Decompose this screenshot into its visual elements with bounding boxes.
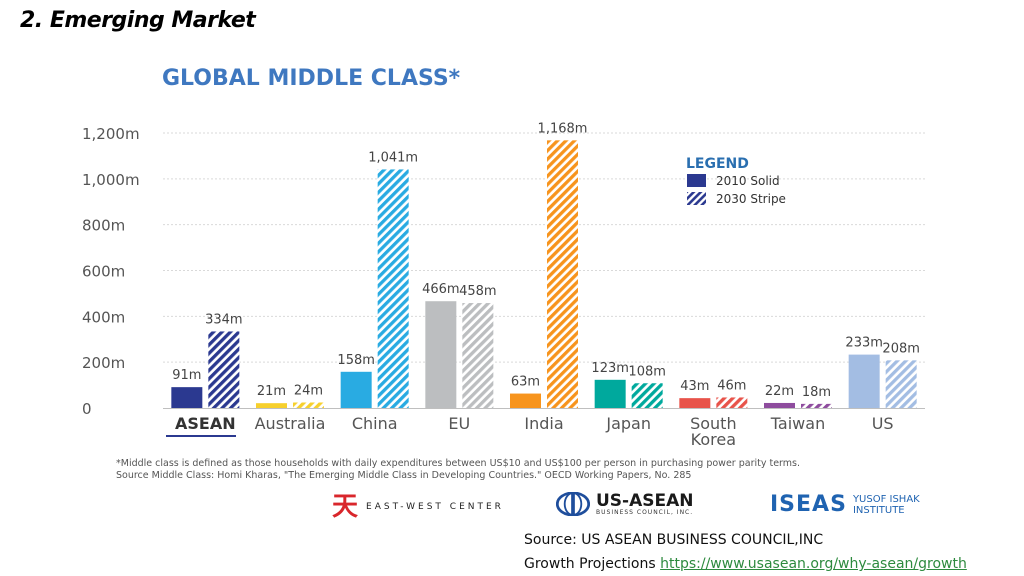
bar-value-labels: 91m 334m 21m 24m 158m 1,041m 466m 458m 63m 1,168m…	[172, 121, 920, 400]
us-asean-subtitle: BUSINESS COUNCIL, INC.	[596, 508, 694, 516]
bar-2010-australia	[256, 403, 287, 408]
bar-2030-taiwan	[801, 403, 832, 408]
us-asean-globe-icon	[556, 492, 590, 516]
growth-projections-link[interactable]: https://www.usasean.org/why-asean/growth	[660, 556, 967, 572]
bar-2010-japan	[594, 379, 626, 408]
x-category-label: China	[352, 414, 398, 433]
chart-title: GLOBAL MIDDLE CLASS*	[162, 66, 461, 91]
bar-2010-taiwan	[764, 402, 795, 408]
bar-value-label: 334m	[205, 312, 242, 327]
iseas-name: ISEAS	[770, 492, 847, 517]
legend-label-2030: 2030 Stripe	[716, 192, 786, 206]
bar-value-label: 1,168m	[538, 121, 588, 136]
x-category-label: ASEAN	[175, 414, 236, 433]
footnote-source: Source Middle Class: Homi Kharas, "The E…	[116, 470, 692, 481]
bar-2010-eu	[425, 301, 457, 408]
bar-value-label: 24m	[294, 384, 323, 399]
bar-value-label: 1,041m	[368, 150, 418, 165]
bar-value-label: 466m	[422, 282, 459, 297]
y-tick-label: 200m	[82, 354, 125, 372]
bar-2030-eu	[462, 303, 494, 408]
legend-title: LEGEND	[686, 156, 749, 172]
bar-2030-australia	[293, 402, 324, 408]
x-category-label: India	[524, 414, 563, 433]
bar-value-label: 21m	[257, 384, 286, 399]
slide-title: 2. Emerging Market	[20, 8, 256, 33]
growth-projections-line: Growth Projections https://www.usasean.o…	[524, 552, 967, 576]
y-tick-labels: 0 200m 400m 600m 800m 1,000m 1,200m	[82, 125, 140, 418]
bar-value-label: 63m	[511, 375, 540, 390]
bars	[171, 140, 917, 409]
bar-value-label: 18m	[802, 385, 831, 400]
chart-legend: LEGEND 2010 Solid 2030 Stripe	[686, 156, 786, 206]
bar-value-label: 123m	[591, 361, 628, 376]
us-asean-name: US-ASEAN	[596, 490, 694, 511]
footnote: *Middle class is defined as those househ…	[116, 458, 800, 482]
iseas-sub-line2: INSTITUTE	[852, 504, 905, 516]
bar-value-label: 43m	[680, 379, 709, 394]
bar-value-label: 22m	[765, 384, 794, 399]
y-tick-label: 800m	[82, 217, 125, 235]
x-category-label: Japan	[605, 414, 651, 433]
east-west-center-logo: 天 EAST-WEST CENTER	[332, 494, 504, 520]
east-west-center-mark-icon: 天	[332, 492, 359, 522]
x-category-labels: ASEAN Australia China EU India Japan SouthKore…	[166, 414, 894, 449]
us-asean-logo: US-ASEAN BUSINESS COUNCIL, INC.	[556, 492, 694, 516]
bar-2010-us	[848, 354, 880, 408]
y-tick-label: 600m	[82, 263, 125, 281]
iseas-logo: ISEAS YUSOF ISHAK INSTITUTE	[770, 492, 920, 517]
x-category-label: EU	[448, 414, 470, 433]
x-category-label: Taiwan	[770, 414, 825, 433]
source-note: Source: US ASEAN BUSINESS COUNCIL,INC Gr…	[524, 528, 967, 576]
bar-2010-asean	[171, 387, 203, 408]
bar-value-label: 458m	[459, 284, 496, 299]
grid-lines	[163, 132, 925, 409]
east-west-center-text: EAST-WEST CENTER	[366, 502, 504, 512]
y-tick-label: 400m	[82, 308, 125, 326]
bar-value-label: 46m	[717, 378, 746, 393]
bar-2030-china	[377, 169, 409, 408]
legend-swatch-2010	[687, 174, 706, 187]
partner-logos: 天 EAST-WEST CENTER US-ASEAN BUSINESS COU…	[330, 490, 950, 524]
middle-class-bar-chart: GLOBAL MIDDLE CLASS* 0 200m 400m 600m 800m 1,…	[82, 66, 925, 449]
y-tick-label: 1,200m	[82, 125, 140, 143]
iseas-sub-line1: YUSOF ISHAK	[852, 493, 920, 505]
source-line: Source: US ASEAN BUSINESS COUNCIL,INC	[524, 532, 824, 548]
x-category-label: South	[690, 414, 737, 433]
bar-value-label: 91m	[172, 368, 201, 383]
x-category-label: US	[872, 414, 894, 433]
growth-projections-label: Growth Projections	[524, 556, 661, 572]
bar-value-label: 208m	[882, 341, 919, 356]
bar-value-label: 158m	[337, 353, 374, 368]
y-tick-label: 0	[82, 400, 92, 418]
bar-2030-japan	[631, 383, 663, 408]
bar-value-label: 108m	[628, 364, 665, 379]
footnote-definition: *Middle class is defined as those househ…	[116, 458, 801, 469]
bar-2030-asean	[208, 331, 240, 408]
bar-2030-india	[547, 140, 578, 409]
bar-2010-india	[510, 393, 541, 408]
bar-2010-south-korea	[679, 398, 711, 408]
y-tick-label: 1,000m	[82, 171, 140, 189]
bar-2030-us	[885, 360, 917, 408]
legend-swatch-2030	[687, 192, 706, 205]
x-category-label: Australia	[255, 414, 326, 433]
legend-label-2010: 2010 Solid	[716, 174, 780, 188]
x-category-label: Korea	[691, 430, 736, 449]
bar-value-label: 233m	[845, 336, 882, 351]
bar-2010-china	[340, 371, 372, 408]
bar-2030-south-korea	[716, 397, 748, 408]
